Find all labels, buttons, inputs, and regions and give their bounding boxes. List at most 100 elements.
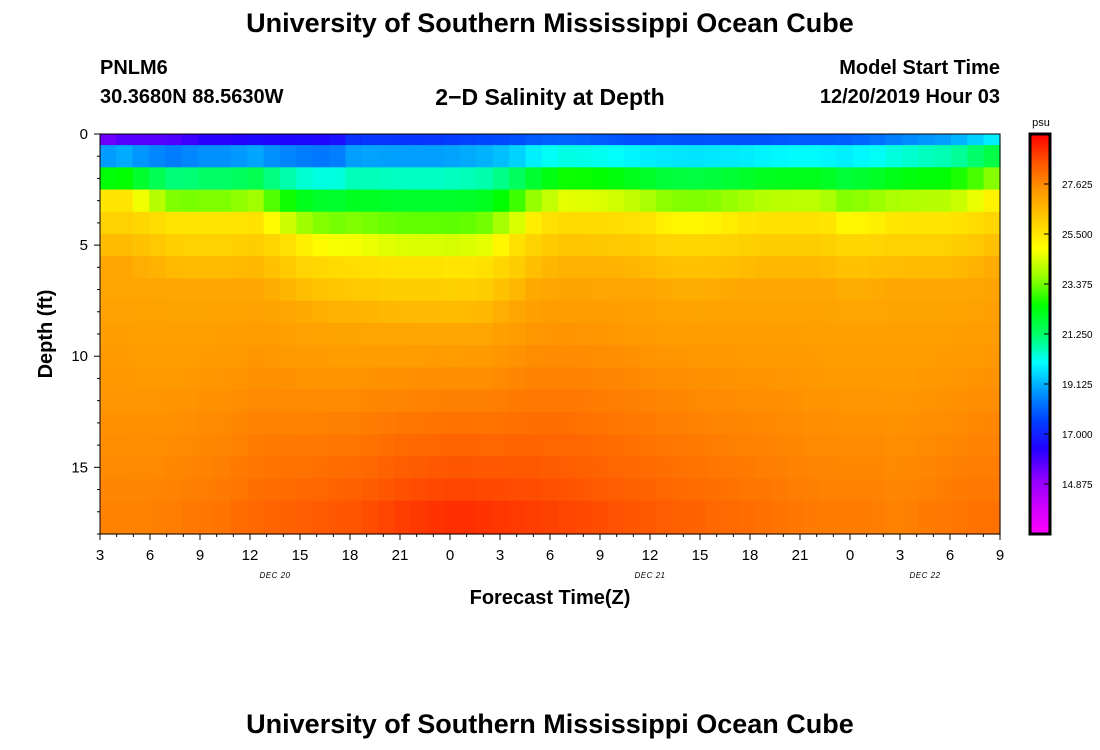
heatmap-cell — [967, 500, 985, 535]
heatmap-cell — [214, 456, 232, 480]
heatmap-cell — [885, 367, 903, 391]
heatmap-cell — [312, 500, 330, 535]
heatmap-cell — [263, 234, 281, 257]
heatmap-cell — [427, 211, 445, 235]
heatmap-cell — [460, 234, 477, 257]
heatmap-cell — [558, 434, 576, 457]
heatmap-cell — [590, 211, 608, 235]
heatmap-cell — [689, 145, 707, 168]
heatmap-cell — [509, 278, 527, 302]
heatmap-cell — [656, 367, 674, 391]
heatmap-cell — [509, 500, 527, 535]
heatmap-cell — [378, 500, 396, 535]
heatmap-cell — [770, 345, 788, 368]
heatmap-cell — [296, 300, 314, 324]
heatmap-cell — [754, 211, 772, 235]
heatmap-cell — [181, 234, 199, 257]
heatmap-cell — [967, 189, 985, 213]
heatmap-cell — [345, 478, 363, 502]
heatmap-cell — [165, 234, 183, 257]
heatmap-cell — [165, 367, 183, 391]
heatmap-cell — [689, 456, 707, 480]
heatmap-cell — [280, 300, 297, 324]
heatmap-cell — [541, 322, 559, 346]
heatmap-cell — [787, 134, 805, 146]
heatmap-cell — [623, 411, 641, 435]
heatmap-cell — [312, 167, 330, 191]
heatmap-cell — [983, 256, 1001, 280]
x-tick-label: 12 — [642, 547, 659, 564]
heatmap-cell — [934, 322, 952, 346]
heatmap-cell — [149, 322, 167, 346]
heatmap-cell — [525, 189, 543, 213]
heatmap-cell — [116, 478, 134, 502]
heatmap-cell — [901, 434, 919, 457]
heatmap-cell — [820, 456, 837, 480]
heatmap-cell — [296, 411, 314, 435]
heatmap-cell — [820, 167, 837, 191]
heatmap-cell — [934, 145, 952, 168]
heatmap-cell — [607, 411, 625, 435]
heatmap-cell — [820, 478, 837, 502]
heatmap-cell — [525, 345, 543, 368]
heatmap-cell — [198, 278, 216, 302]
heatmap-cell — [410, 456, 428, 480]
heatmap-cell — [705, 456, 723, 480]
heatmap-cell — [230, 434, 248, 457]
heatmap-cell — [181, 211, 199, 235]
heatmap-cell — [640, 478, 657, 502]
heatmap-cell — [770, 434, 788, 457]
heatmap-cell — [230, 411, 248, 435]
heatmap-cell — [214, 322, 232, 346]
heatmap-cell — [869, 189, 887, 213]
heatmap-cell — [721, 434, 739, 457]
heatmap-cell — [443, 189, 461, 213]
heatmap-cell — [721, 211, 739, 235]
heatmap-cell — [214, 256, 232, 280]
heatmap-cell — [983, 322, 1001, 346]
heatmap-cell — [590, 411, 608, 435]
heatmap-cell — [230, 367, 248, 391]
heatmap-cell — [770, 134, 788, 146]
heatmap-cell — [214, 234, 232, 257]
heatmap-cell — [410, 478, 428, 502]
heatmap-cell — [721, 300, 739, 324]
heatmap-cell — [165, 134, 183, 146]
heatmap-cell — [263, 345, 281, 368]
heatmap-cell — [918, 434, 936, 457]
heatmap-cell — [476, 322, 494, 346]
heatmap-cell — [492, 211, 510, 235]
heatmap-cell — [247, 456, 265, 480]
heatmap-cell — [345, 500, 363, 535]
heatmap-cell — [820, 389, 837, 413]
heatmap-cell — [165, 189, 183, 213]
heatmap-cell — [656, 345, 674, 368]
heatmap-cell — [787, 167, 805, 191]
heatmap-cell — [689, 389, 707, 413]
heatmap-cell — [672, 134, 690, 146]
heatmap-cell — [590, 322, 608, 346]
heatmap-cell — [214, 134, 232, 146]
heatmap-cell — [607, 322, 625, 346]
heatmap-cell — [345, 456, 363, 480]
heatmap-cell — [509, 478, 527, 502]
heatmap-cell — [574, 434, 592, 457]
heatmap-cell — [378, 278, 396, 302]
heatmap-cell — [623, 167, 641, 191]
heatmap-cell — [116, 145, 134, 168]
heatmap-cell — [132, 389, 150, 413]
heatmap-cell — [394, 478, 412, 502]
heatmap-cell — [574, 256, 592, 280]
heatmap-cell — [329, 278, 347, 302]
heatmap-cell — [836, 211, 854, 235]
x-tick-label: 9 — [996, 547, 1004, 564]
heatmap-cell — [378, 345, 396, 368]
heatmap-cell — [312, 322, 330, 346]
heatmap-cell — [460, 411, 477, 435]
heatmap-cell — [230, 322, 248, 346]
heatmap-cell — [836, 345, 854, 368]
heatmap-cell — [721, 167, 739, 191]
heatmap-cell — [869, 345, 887, 368]
heatmap-cell — [770, 389, 788, 413]
heatmap-cell — [705, 411, 723, 435]
